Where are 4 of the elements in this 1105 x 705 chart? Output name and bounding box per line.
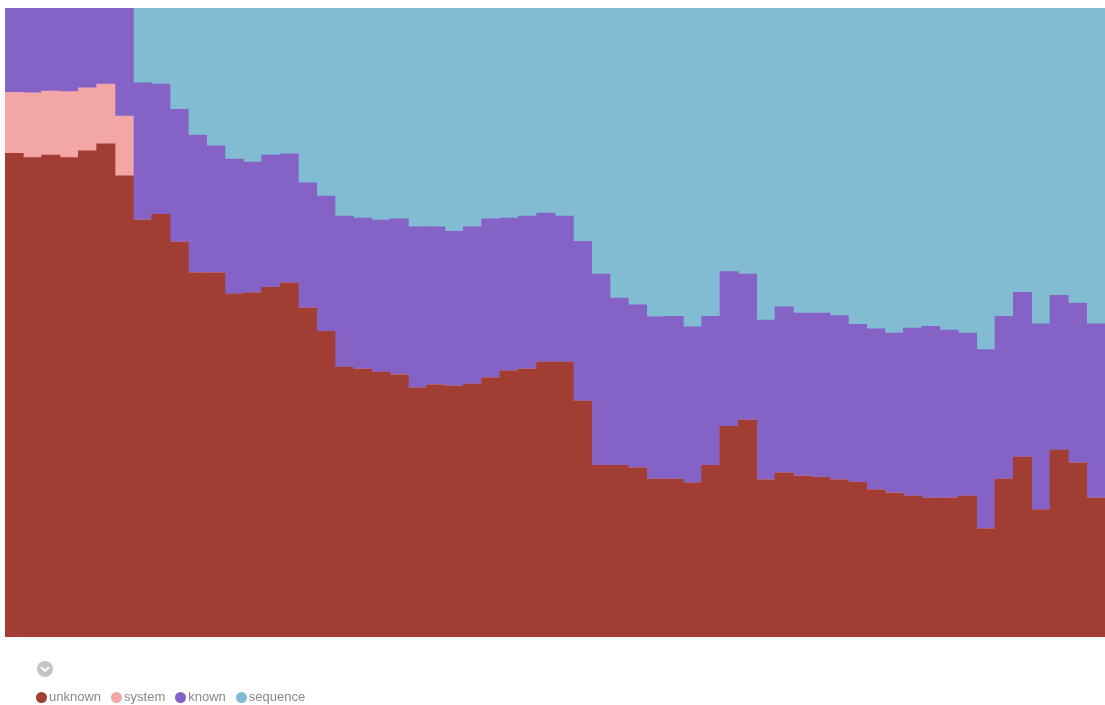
legend-label: known (188, 689, 226, 705)
legend-label: system (124, 689, 166, 705)
legend-label: unknown (49, 689, 102, 705)
legend-label: sequence (248, 689, 306, 705)
